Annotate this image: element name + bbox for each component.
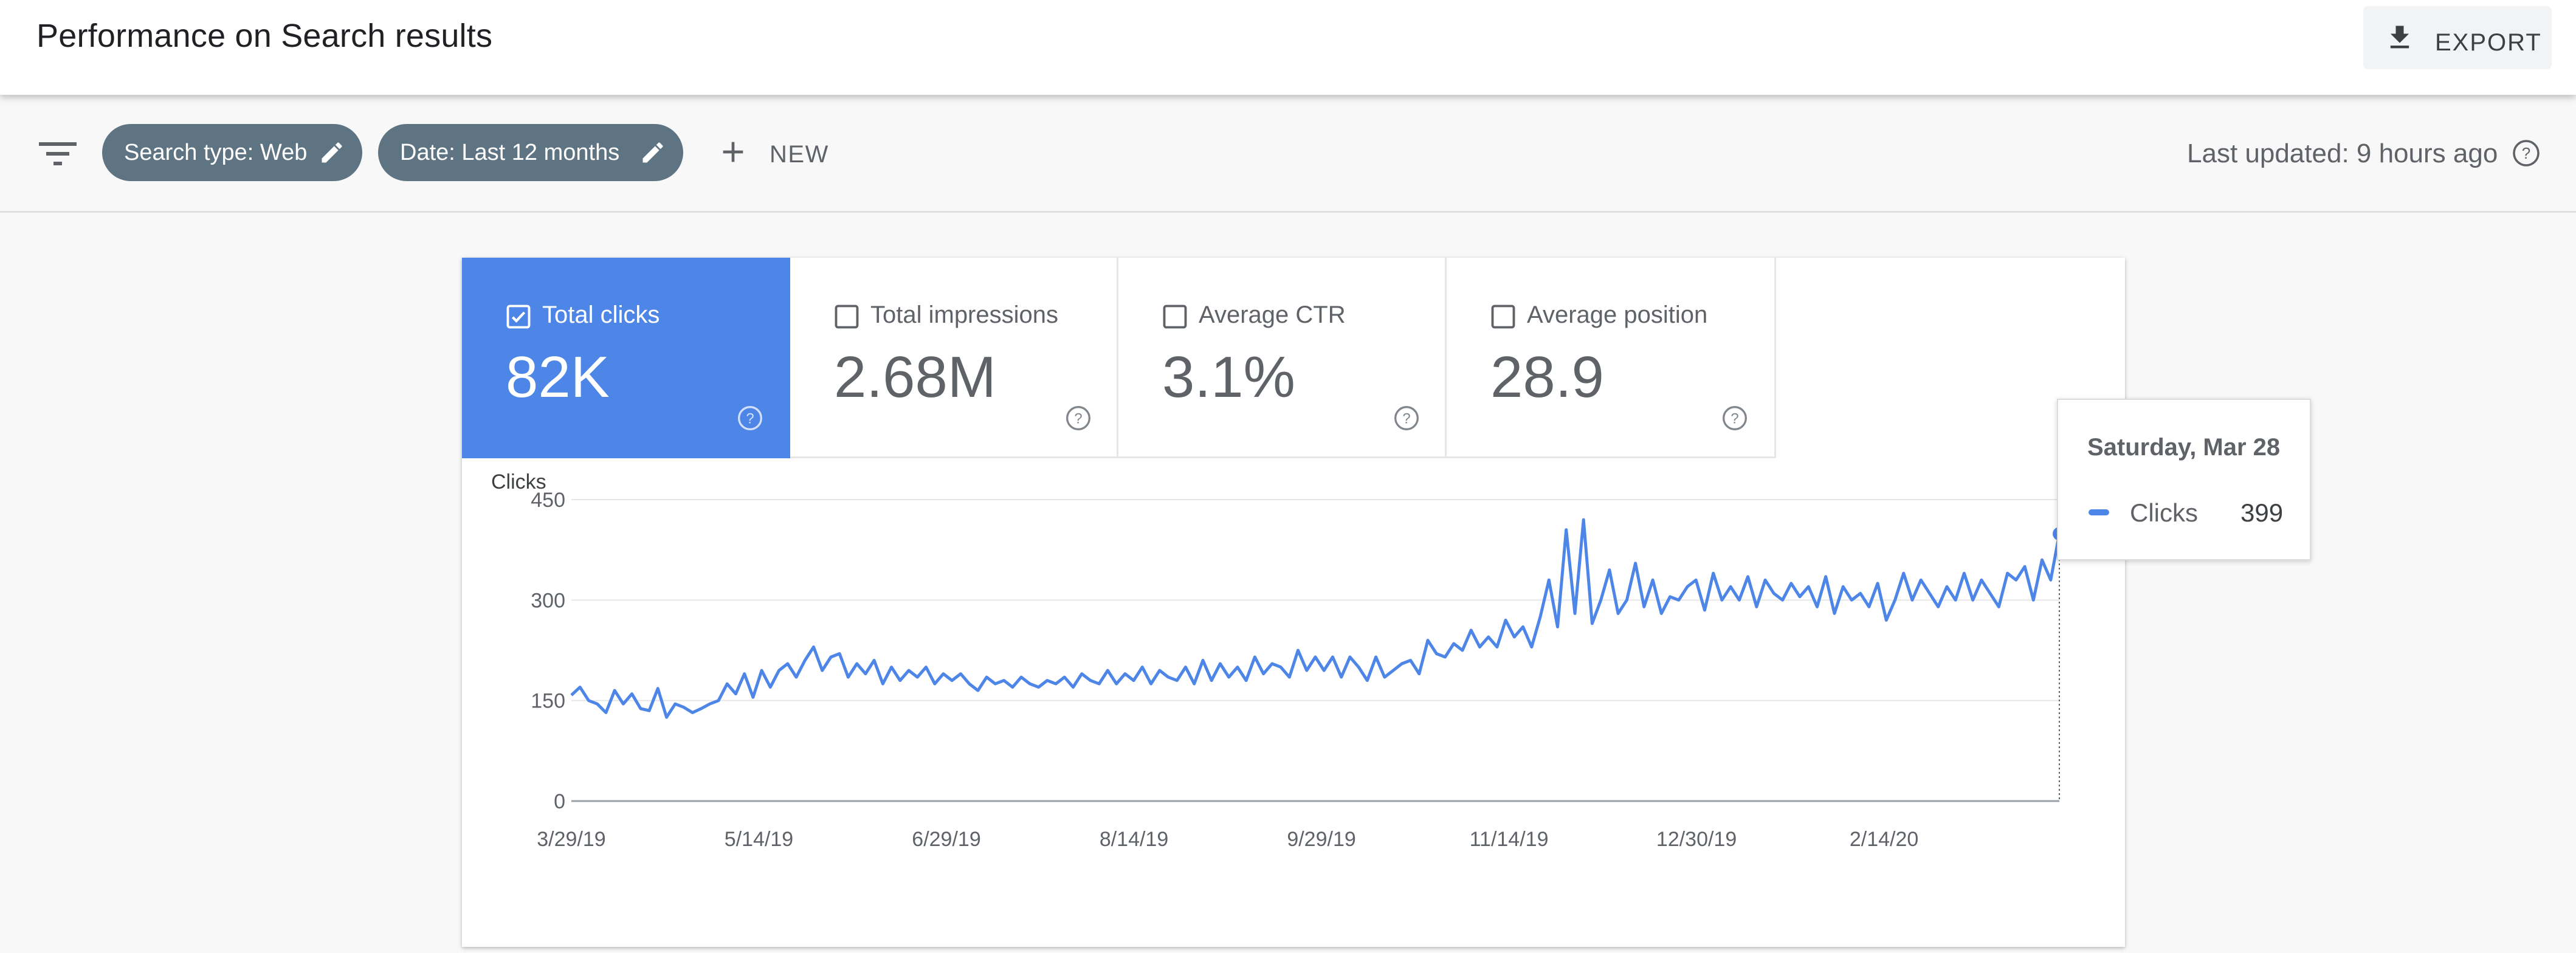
filter-bar: Search type: Web Date: Last 12 months NE… bbox=[0, 95, 2576, 213]
svg-text:?: ? bbox=[746, 410, 754, 427]
checkbox-checked-icon[interactable] bbox=[506, 304, 531, 329]
filter-icon[interactable] bbox=[38, 139, 78, 169]
metric-average-position[interactable]: Average position 28.9 ? bbox=[1447, 258, 1776, 458]
y-axis-label: Clicks bbox=[491, 470, 546, 494]
metric-total-clicks[interactable]: Total clicks 82K ? bbox=[462, 258, 790, 458]
help-icon[interactable]: ? bbox=[1065, 405, 1092, 432]
y-tick-label: 150 bbox=[531, 690, 565, 713]
search-type-chip[interactable]: Search type: Web bbox=[102, 124, 362, 181]
metric-value: 2.68M bbox=[834, 345, 996, 410]
checkbox-icon[interactable] bbox=[834, 304, 859, 329]
tooltip-series-swatch bbox=[2089, 509, 2109, 515]
tooltip-date: Saturday, Mar 28 bbox=[2087, 434, 2281, 461]
x-tick-label: 5/14/19 bbox=[725, 828, 793, 851]
metric-label: Average CTR bbox=[1199, 301, 1346, 328]
clicks-line-chart[interactable]: Clicks 0 150 300 450 3/29/19 5/14/19 6/29/19 8/1… bbox=[462, 458, 2125, 947]
metric-label: Total impressions bbox=[870, 301, 1059, 328]
x-tick-label: 11/14/19 bbox=[1470, 828, 1549, 851]
svg-text:?: ? bbox=[2522, 144, 2530, 162]
help-icon[interactable]: ? bbox=[2512, 139, 2541, 168]
new-filter-label: NEW bbox=[770, 141, 829, 168]
date-range-chip[interactable]: Date: Last 12 months bbox=[378, 124, 683, 181]
x-tick-label: 8/14/19 bbox=[1100, 828, 1168, 851]
tooltip-value: 399 bbox=[2240, 498, 2284, 527]
svg-text:?: ? bbox=[1402, 410, 1410, 427]
x-tick-label: 6/29/19 bbox=[912, 828, 980, 851]
svg-text:?: ? bbox=[1074, 410, 1082, 427]
chip-label: Search type: Web bbox=[124, 140, 308, 165]
x-tick-label: 3/29/19 bbox=[537, 828, 605, 851]
clicks-series-line bbox=[570, 518, 2061, 719]
y-tick-label: 450 bbox=[531, 489, 565, 512]
tooltip-series-name: Clicks bbox=[2130, 498, 2198, 527]
plus-icon bbox=[723, 142, 743, 162]
help-icon[interactable]: ? bbox=[1393, 405, 1420, 432]
metric-value: 28.9 bbox=[1490, 345, 1604, 410]
metric-average-ctr[interactable]: Average CTR 3.1% ? bbox=[1118, 258, 1447, 458]
performance-card: Total clicks 82K ? Total impressions 2.6… bbox=[462, 258, 2125, 947]
last-updated-text: Last updated: 9 hours ago bbox=[2187, 139, 2498, 168]
export-label: EXPORT bbox=[2435, 29, 2542, 56]
checkbox-icon[interactable] bbox=[1162, 304, 1188, 329]
x-tick-label: 2/14/20 bbox=[1850, 828, 1918, 851]
edit-icon bbox=[322, 142, 342, 163]
page-header: Performance on Search results EXPORT bbox=[0, 0, 2576, 95]
metric-label: Total clicks bbox=[542, 301, 660, 328]
metric-value: 82K bbox=[506, 345, 610, 410]
page-title: Performance on Search results bbox=[36, 18, 493, 54]
x-tick-label: 12/30/19 bbox=[1656, 828, 1737, 851]
download-icon bbox=[2390, 26, 2409, 49]
help-icon[interactable]: ? bbox=[737, 405, 763, 432]
metric-total-impressions[interactable]: Total impressions 2.68M ? bbox=[790, 258, 1118, 458]
metric-value: 3.1% bbox=[1162, 345, 1295, 410]
help-icon[interactable]: ? bbox=[1721, 405, 1748, 432]
checkbox-icon[interactable] bbox=[1490, 304, 1516, 329]
y-tick-label: 0 bbox=[554, 790, 565, 813]
metric-tabs: Total clicks 82K ? Total impressions 2.6… bbox=[462, 258, 1776, 458]
new-filter-button[interactable]: NEW bbox=[716, 132, 838, 175]
chart-tooltip: Saturday, Mar 28 Clicks 399 bbox=[2057, 399, 2311, 560]
x-tick-label: 9/29/19 bbox=[1287, 828, 1355, 851]
svg-text:?: ? bbox=[1731, 410, 1738, 427]
y-tick-label: 300 bbox=[531, 589, 565, 612]
edit-icon bbox=[642, 142, 663, 163]
chip-label: Date: Last 12 months bbox=[400, 140, 620, 165]
metric-label: Average position bbox=[1527, 301, 1708, 328]
export-button[interactable]: EXPORT bbox=[2363, 6, 2552, 69]
